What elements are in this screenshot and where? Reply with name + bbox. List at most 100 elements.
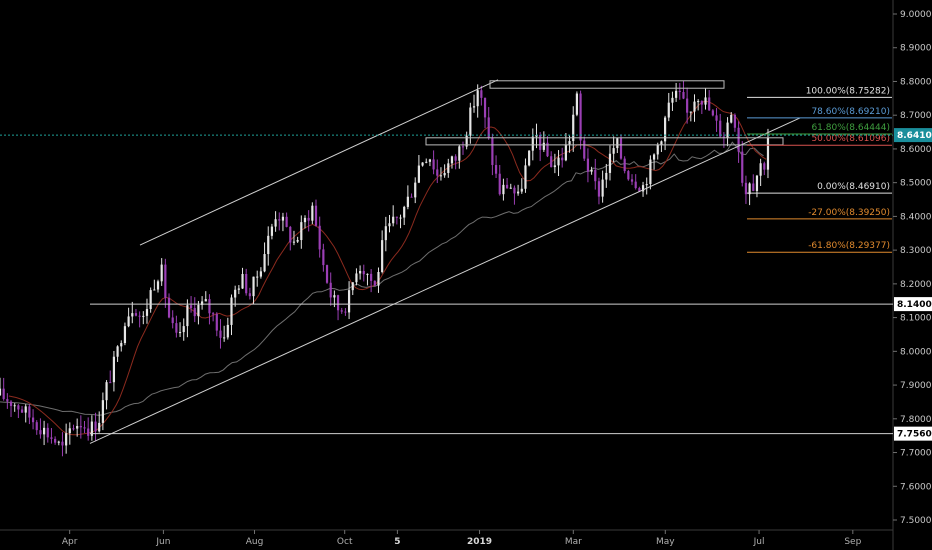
candle-body <box>72 428 75 430</box>
candle-body <box>605 172 608 180</box>
candle-body <box>0 388 2 396</box>
level-badge-text: 7.75600 <box>897 430 932 440</box>
candle-body <box>79 426 82 428</box>
candle-body <box>594 169 597 182</box>
candle-body <box>476 90 479 107</box>
candle-body <box>763 163 766 170</box>
candle-body <box>24 406 27 413</box>
candle-body <box>318 225 321 250</box>
candle-body <box>623 158 626 172</box>
candle-body <box>120 343 123 347</box>
candle-body <box>432 159 435 170</box>
candle-body <box>28 406 31 418</box>
candle-body <box>410 196 413 198</box>
candle-body <box>101 400 104 423</box>
candle-body <box>377 271 380 286</box>
candle-body <box>520 188 523 192</box>
candle-body <box>494 165 498 174</box>
candle-body <box>90 421 93 436</box>
candle-body <box>505 184 509 189</box>
candle-body <box>65 433 68 446</box>
candle-body <box>550 156 553 168</box>
candle-body <box>619 138 623 159</box>
candle-body <box>715 115 718 121</box>
candle-body <box>656 145 659 155</box>
candle-body <box>436 169 439 176</box>
x-tick-label: 5 <box>394 537 400 547</box>
candle-body <box>13 405 16 407</box>
candle-body <box>311 205 314 221</box>
candle-body <box>546 142 549 157</box>
candle-body <box>344 311 347 313</box>
y-tick-label: 8.80000 <box>900 77 932 87</box>
y-tick-label: 8.70000 <box>900 111 932 121</box>
x-tick-label: Sep <box>844 537 861 547</box>
candle-body <box>469 107 472 136</box>
candle-body <box>259 271 262 277</box>
candle-body <box>513 187 516 194</box>
candle-body <box>2 388 5 400</box>
candle-body <box>755 175 759 191</box>
candle-body <box>237 288 240 290</box>
candle-body <box>370 273 373 281</box>
candle-body <box>649 159 652 185</box>
candle-body <box>583 140 586 159</box>
candle-body <box>671 97 674 103</box>
resistance-box-top <box>489 80 725 89</box>
candle-body <box>388 223 391 227</box>
candle-body <box>164 264 167 298</box>
candle-body <box>270 226 274 236</box>
candle-body <box>645 184 648 186</box>
candle-body <box>359 271 362 274</box>
candle-body <box>711 110 714 116</box>
candle-body <box>465 135 468 147</box>
candle-body <box>263 254 266 272</box>
candle-body <box>281 216 285 221</box>
candle-body <box>193 308 196 317</box>
candle-body <box>678 90 681 93</box>
y-tick-label: 8.10000 <box>900 314 932 324</box>
candle-body <box>208 299 211 314</box>
candle-body <box>608 153 612 173</box>
candle-body <box>267 235 270 255</box>
candle-body <box>561 157 564 161</box>
x-tick-label: Aug <box>246 537 264 547</box>
candle-body <box>535 134 538 137</box>
candle-body <box>381 240 384 272</box>
y-tick-label: 7.60000 <box>900 482 932 492</box>
candle-body <box>9 401 13 406</box>
upper-channel-line <box>139 79 499 246</box>
candle-body <box>248 293 251 297</box>
candle-body <box>454 156 457 161</box>
candle-body <box>329 282 332 298</box>
candle-body <box>57 441 60 443</box>
candle-body <box>333 295 336 298</box>
candle-body <box>123 326 127 344</box>
candle-body <box>241 273 244 289</box>
candle-body <box>351 282 354 291</box>
candle-body <box>171 317 174 324</box>
candle-body <box>461 146 465 148</box>
candle-body <box>752 183 755 191</box>
x-tick-label: May <box>656 537 675 547</box>
candle-body <box>682 92 685 99</box>
candle-body <box>300 222 303 241</box>
candle-body <box>145 309 149 316</box>
y-tick-label: 8.60000 <box>900 145 932 155</box>
candle-body <box>105 382 108 401</box>
candle-body <box>167 297 171 318</box>
y-tick-label: 8.40000 <box>900 212 932 222</box>
y-tick-label: 7.70000 <box>900 449 932 459</box>
candle-body <box>517 191 520 194</box>
fib-level-label: 61.80%(8.64444) <box>811 123 890 133</box>
candle-body <box>612 148 615 154</box>
candle-body <box>472 106 476 108</box>
candle-body <box>189 305 193 309</box>
y-tick-label: 8.00000 <box>900 347 932 357</box>
candle-body <box>296 240 299 242</box>
candle-body <box>215 313 218 331</box>
candle-body <box>443 172 446 176</box>
